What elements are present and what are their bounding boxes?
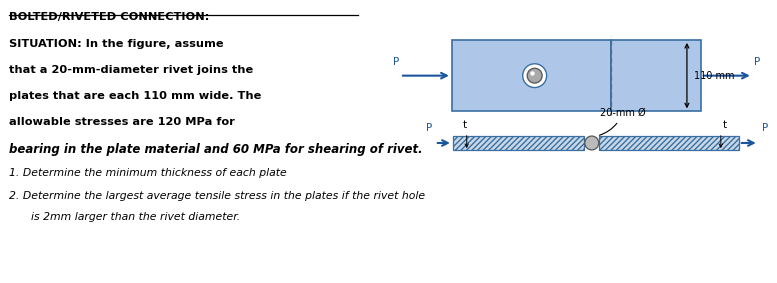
Text: allowable stresses are 120 MPa for: allowable stresses are 120 MPa for	[9, 117, 235, 127]
Text: plates that are each 110 mm wide. The: plates that are each 110 mm wide. The	[9, 91, 262, 101]
Text: t: t	[462, 120, 467, 130]
Text: P: P	[754, 57, 760, 67]
Text: bearing in the plate material and 60 MPa for shearing of rivet.: bearing in the plate material and 60 MPa…	[9, 143, 423, 156]
Bar	[599, 136, 739, 150]
Text: 1. Determine the minimum thickness of each plate: 1. Determine the minimum thickness of ea…	[9, 168, 287, 178]
Text: that a 20-mm-diameter rivet joins the: that a 20-mm-diameter rivet joins the	[9, 65, 253, 75]
Text: BOLTED/RIVETED CONNECTION:: BOLTED/RIVETED CONNECTION:	[9, 12, 210, 22]
Text: P: P	[761, 123, 768, 133]
Text: 2. Determine the largest average tensile stress in the plates if the rivet hole: 2. Determine the largest average tensile…	[9, 191, 426, 201]
Bar	[611, 40, 701, 111]
Circle shape	[523, 64, 547, 87]
Text: P: P	[393, 57, 399, 67]
Circle shape	[530, 71, 535, 76]
Bar	[451, 40, 611, 111]
Text: 110 mm: 110 mm	[694, 71, 734, 81]
Text: is 2mm larger than the rivet diameter.: is 2mm larger than the rivet diameter.	[31, 212, 241, 222]
Text: SITUATION: In the figure, assume: SITUATION: In the figure, assume	[9, 38, 224, 48]
Text: 20-mm Ø: 20-mm Ø	[599, 108, 646, 135]
Text: P: P	[426, 123, 432, 133]
Bar	[453, 136, 584, 150]
Text: t: t	[723, 120, 727, 130]
Circle shape	[585, 136, 599, 150]
Circle shape	[528, 68, 542, 83]
